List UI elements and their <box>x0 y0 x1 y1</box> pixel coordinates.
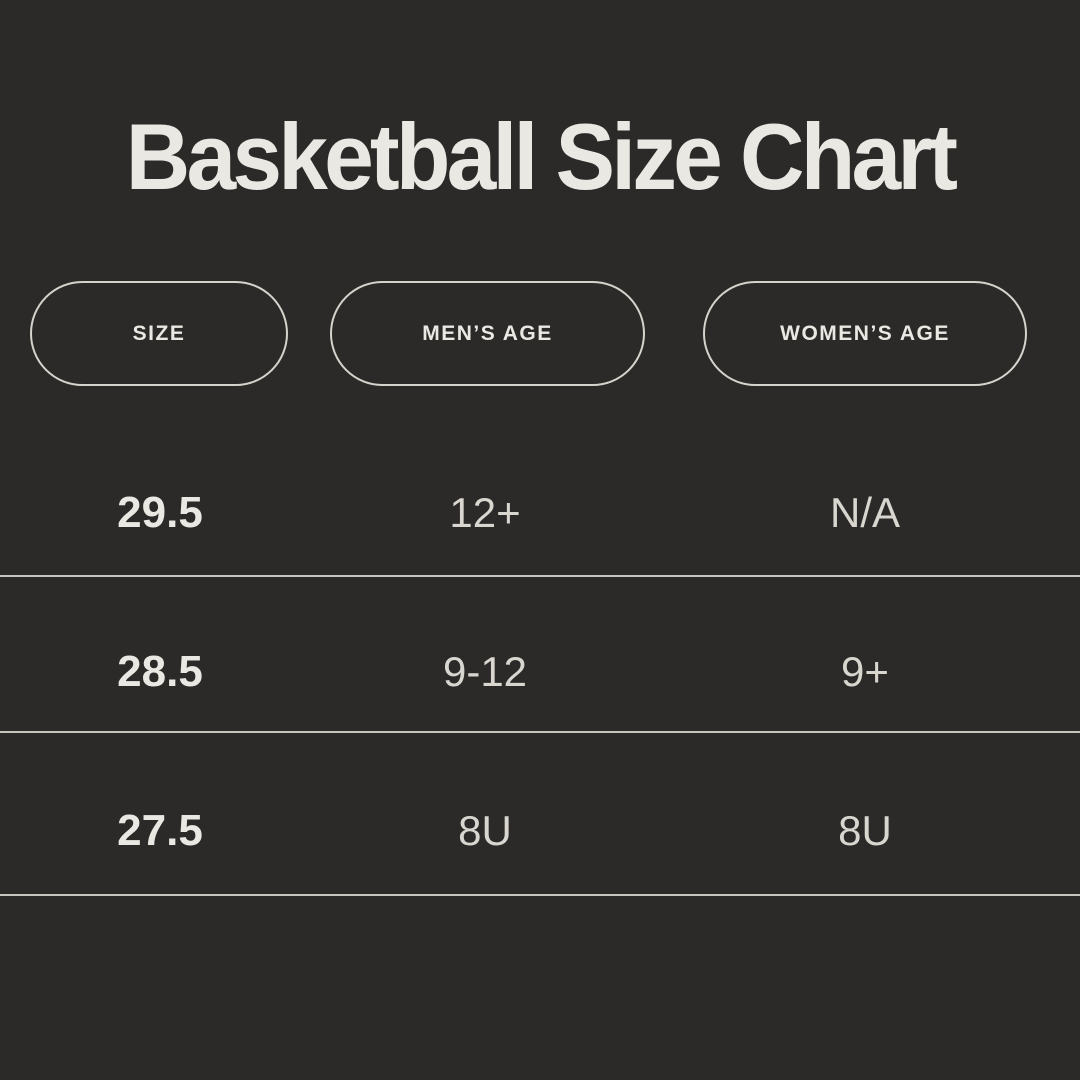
cell-mens-age-value: 8U <box>458 807 512 854</box>
header-pill-size: SIZE <box>30 281 288 386</box>
table-row: 28.5 9-12 9+ <box>0 627 1080 717</box>
cell-mens-age-value: 9-12 <box>442 648 528 695</box>
row-divider <box>0 894 1080 896</box>
header-label-mens-age: MEN’S AGE <box>422 321 553 345</box>
header-pill-womens-age: WOMEN’S AGE <box>703 281 1027 386</box>
table-row: 29.5 12+ N/A <box>0 468 1080 558</box>
page-title: Basketball Size Chart <box>125 104 958 209</box>
header-label-womens-age: WOMEN’S AGE <box>780 321 950 345</box>
cell-size-value: 27.5 <box>117 806 203 855</box>
table-row: 27.5 8U 8U <box>0 786 1080 876</box>
cell-womens-age-value: 8U <box>838 807 892 854</box>
cell-mens-age-value: 12+ <box>449 489 521 536</box>
row-divider <box>0 575 1080 577</box>
row-divider <box>0 731 1080 733</box>
cell-size-value: 28.5 <box>117 647 203 696</box>
header-pill-mens-age: MEN’S AGE <box>330 281 645 386</box>
cell-womens-age-value: 9+ <box>841 648 889 695</box>
header-label-size: SIZE <box>132 321 186 345</box>
cell-size-value: 29.5 <box>117 488 203 537</box>
cell-womens-age-value: N/A <box>829 489 900 536</box>
